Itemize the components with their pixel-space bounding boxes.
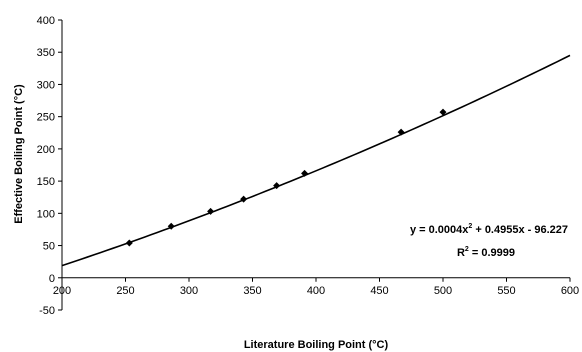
data-point [207, 207, 215, 215]
y-tick-label: 350 [37, 47, 55, 59]
data-point [125, 239, 133, 247]
data-point [240, 195, 248, 203]
y-tick-label: -50 [39, 305, 55, 317]
y-axis-ticks: -50 0 50 100 150 200 250 300 350 400 [37, 15, 62, 317]
x-tick-label: 350 [243, 285, 261, 297]
data-point [301, 169, 309, 177]
x-tick-label: 250 [116, 285, 134, 297]
x-tick-label: 500 [434, 285, 452, 297]
x-tick-label: 300 [180, 285, 198, 297]
data-points [125, 108, 447, 247]
r-squared-label: R2 = 0.9999 [457, 246, 515, 259]
y-tick-label: 200 [37, 144, 55, 156]
y-axis-title: Effective Boiling Point (°C) [13, 84, 25, 224]
x-tick-label: 450 [370, 285, 388, 297]
y-tick-label: 100 [37, 208, 55, 220]
x-tick-label: 550 [497, 285, 515, 297]
y-tick-label: 300 [37, 79, 55, 91]
y-tick-label: 50 [43, 241, 55, 253]
data-point [439, 108, 447, 116]
y-tick-label: 150 [37, 176, 55, 188]
x-axis-ticks: 200 250 300 350 400 450 500 550 600 [53, 277, 579, 297]
y-tick-label: 0 [49, 273, 55, 285]
data-point [273, 182, 281, 190]
axes [61, 20, 570, 310]
y-tick-label: 400 [37, 15, 55, 27]
data-point [397, 128, 405, 136]
x-tick-label: 400 [307, 285, 325, 297]
y-tick-label: 250 [37, 112, 55, 124]
data-point [167, 222, 175, 230]
x-tick-label: 600 [561, 285, 579, 297]
x-axis-title: Literature Boiling Point (°C) [244, 339, 389, 351]
trendline-equation: y = 0.0004x2 + 0.4955x - 96.227 [410, 223, 568, 236]
trendline [61, 54, 571, 267]
x-tick-label: 200 [53, 285, 71, 297]
